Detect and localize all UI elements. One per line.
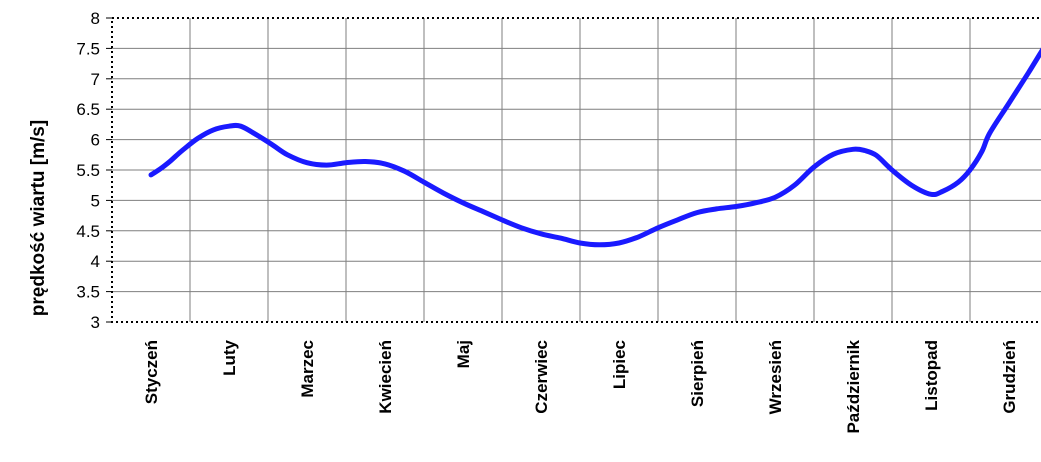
grid [112,18,1041,322]
y-tick-label: 3.5 [76,283,100,302]
x-tick-label: Marzec [298,340,317,398]
y-tick-label: 5 [91,191,100,210]
x-tick-label: Czerwiec [532,340,551,414]
x-tick-label: Wrzesień [766,340,785,414]
y-axis-ticks: 3 3.5 4 4.5 5 5.5 6 6.5 7 7.5 8 [76,9,112,332]
y-tick-label: 5.5 [76,161,100,180]
x-axis-ticks: Styczeń Luty Marzec Kwiecień Maj Czerwiec Lipi… [142,339,1019,433]
series-line [148,47,1041,248]
y-tick-label: 8 [91,9,100,28]
x-tick-label: Sierpień [688,340,707,407]
y-tick-label: 6.5 [76,100,100,119]
y-tick-label: 7.5 [76,39,100,58]
x-tick-label: Październik [844,339,863,433]
y-tick-label: 7 [91,70,100,89]
series-layer [148,47,1041,248]
x-tick-label: Listopad [922,340,941,411]
x-tick-label: Maj [454,340,473,368]
y-tick-label: 3 [91,313,100,332]
x-tick-label: Kwiecień [376,340,395,414]
y-axis-title: prędkość wiartu [m/s] [28,120,49,316]
y-tick-label: 6 [91,131,100,150]
y-tick-label: 4.5 [76,222,100,241]
x-tick-label: Luty [220,339,239,375]
x-tick-label: Lipiec [610,340,629,389]
x-tick-label: Styczeń [142,340,161,404]
y-tick-label: 4 [91,252,100,271]
x-tick-label: Grudzień [1000,340,1019,414]
